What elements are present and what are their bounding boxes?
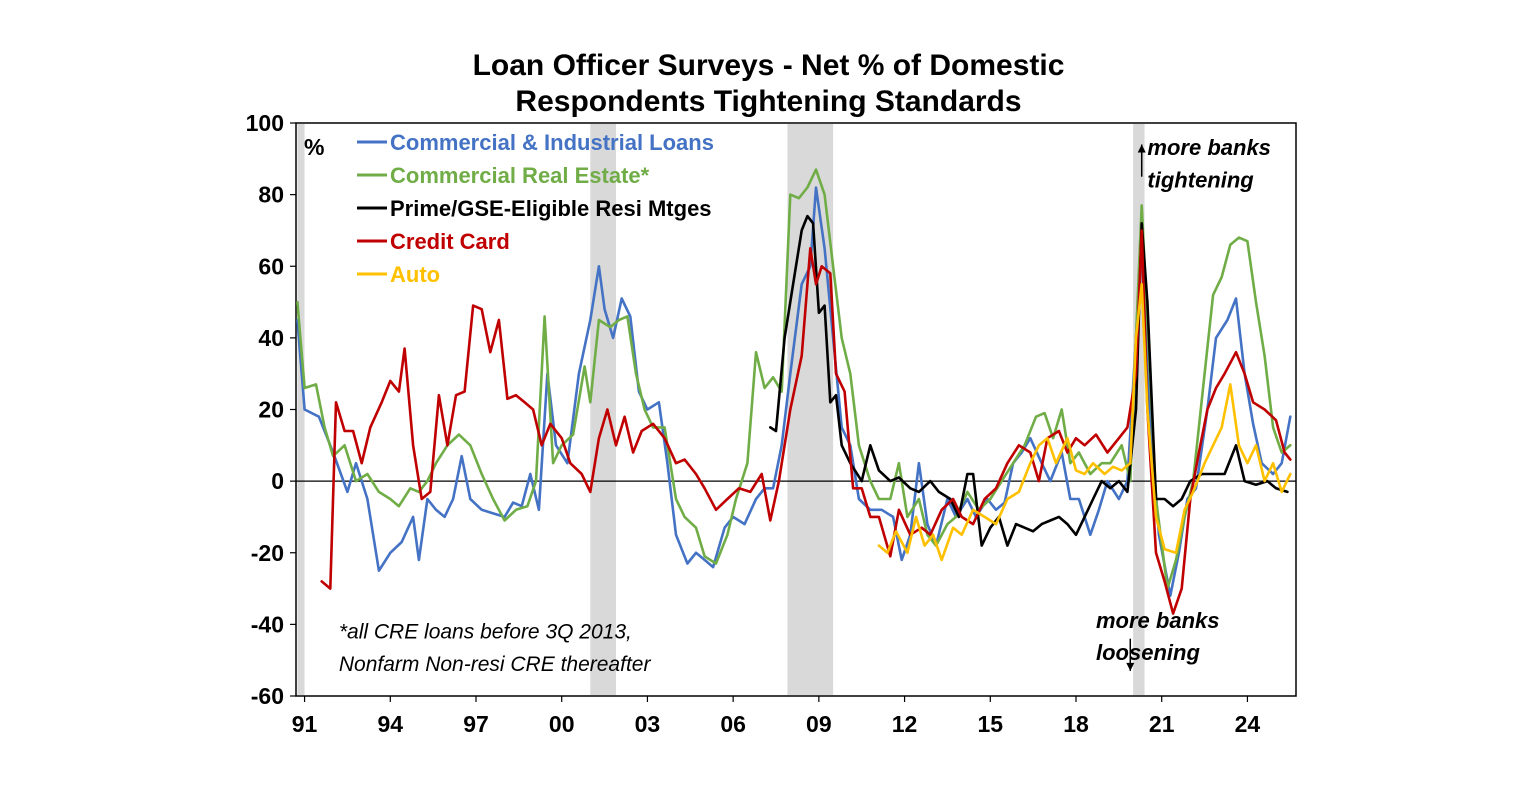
footnote-text: Nonfarm Non-resi CRE thereafter [339,653,652,676]
x-tick-label: 21 [1149,711,1175,737]
y-tick-label: -20 [251,540,284,566]
y-tick-label: 40 [258,325,284,351]
y-tick-label: 80 [258,182,284,208]
y-tick-label: -60 [251,683,284,709]
legend-label: Prime/GSE-Eligible Resi Mtges [390,196,712,221]
footnote-text: *all CRE loans before 3Q 2013, [339,621,632,644]
series-lines [296,168,1292,615]
arrow-down-head [1126,662,1135,671]
x-tick-label: 12 [892,711,918,737]
annotation-text: loosening [1096,640,1200,665]
legend: Commercial & Industrial Loans Commercial … [357,130,714,287]
y-tick-label: 60 [258,253,284,279]
annotation-text: more banks [1096,608,1220,633]
x-tick-label: 97 [463,711,489,737]
y-tick-label: 0 [271,468,284,494]
series-line-2 [769,214,1289,547]
legend-label: Commercial Real Estate* [390,163,650,188]
annotation-text: tightening [1147,167,1254,192]
y-axis: 100 80 60 40 20 0 -20 -40 -60 [246,110,296,709]
y-tick-label: 20 [258,397,284,423]
arrows [1126,144,1146,671]
legend-label: Commercial & Industrial Loans [390,130,714,155]
x-tick-label: 24 [1235,711,1261,737]
series-line-4 [877,282,1292,562]
x-tick-label: 15 [977,711,1003,737]
x-tick-label: 00 [549,711,575,737]
arrow-up-head [1137,144,1146,153]
chart-title: Loan Officer Surveys - Net % of Domestic… [472,49,1065,118]
annotations: more banks tightening more banks loosening *… [339,135,1271,676]
x-tick-label: 91 [292,711,318,737]
x-tick-label: 03 [635,711,661,737]
y-axis-label: % [304,134,324,160]
y-tick-label: 100 [246,110,284,136]
y-tick-label: -40 [251,611,284,637]
x-tick-label: 06 [720,711,746,737]
x-axis: 91 94 97 00 03 06 09 12 15 18 21 24 [292,696,1261,737]
legend-label: Credit Card [390,229,510,254]
x-tick-label: 18 [1063,711,1089,737]
legend-label: Auto [390,262,440,287]
x-tick-label: 09 [806,711,832,737]
recession-band [297,124,305,695]
annotation-text: more banks [1147,135,1271,160]
recession-band [1133,124,1145,695]
x-tick-label: 94 [377,711,403,737]
recession-band [590,124,616,695]
